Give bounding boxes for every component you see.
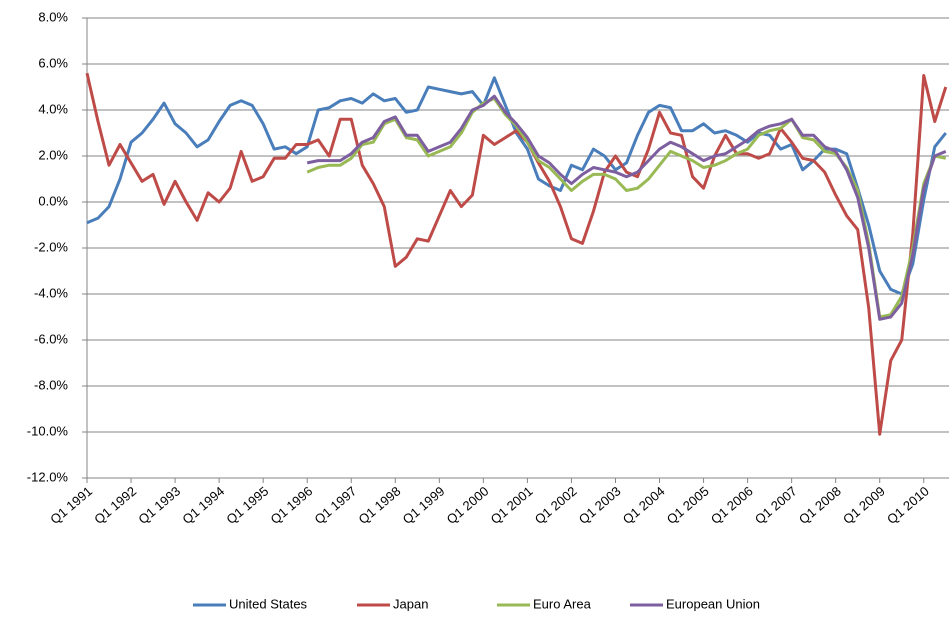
y-tick-label: -8.0% — [34, 377, 68, 392]
y-tick-label: -6.0% — [34, 331, 68, 346]
x-tick-label: Q1 1997 — [312, 483, 360, 527]
x-tick-label: Q1 1993 — [135, 483, 183, 527]
x-tick-label: Q1 2009 — [840, 483, 888, 527]
y-tick-label: -12.0% — [27, 469, 69, 484]
x-tick-label: Q1 1991 — [47, 483, 95, 527]
y-tick-label: -10.0% — [27, 423, 69, 438]
y-tick-label: 0.0% — [38, 193, 68, 208]
x-tick-label: Q1 1994 — [179, 483, 227, 527]
x-tick-label: Q1 2002 — [532, 483, 580, 527]
x-tick-label: Q1 2000 — [444, 483, 492, 527]
y-tick-label: -4.0% — [34, 285, 68, 300]
series-line — [306, 94, 947, 321]
x-tick-label: Q1 2003 — [576, 483, 624, 527]
x-tick-label: Q1 1996 — [267, 483, 315, 527]
legend-label: United States — [229, 596, 308, 611]
series-line — [85, 72, 948, 436]
x-tick-label: Q1 2006 — [708, 483, 756, 527]
x-tick-label: Q1 1999 — [400, 483, 448, 527]
x-tick-label: Q1 2005 — [664, 483, 712, 527]
x-tick-label: Q1 2004 — [620, 483, 668, 527]
legend-label: European Union — [666, 596, 760, 611]
x-tick-label: Q1 1992 — [91, 483, 139, 527]
legend-label: Japan — [393, 596, 428, 611]
x-tick-label: Q1 2010 — [884, 483, 932, 527]
y-tick-label: -2.0% — [34, 239, 68, 254]
x-tick-label: Q1 1998 — [356, 483, 404, 527]
series-line — [86, 76, 947, 296]
x-tick-label: Q1 1995 — [223, 483, 271, 527]
y-tick-label: 2.0% — [38, 147, 68, 162]
y-tick-label: 8.0% — [38, 9, 68, 24]
x-tick-label: Q1 2008 — [796, 483, 844, 527]
x-tick-label: Q1 2007 — [752, 483, 800, 527]
y-tick-label: 6.0% — [38, 55, 68, 70]
legend-label: Euro Area — [533, 596, 592, 611]
y-tick-label: 4.0% — [38, 101, 68, 116]
x-tick-label: Q1 2001 — [488, 483, 536, 527]
